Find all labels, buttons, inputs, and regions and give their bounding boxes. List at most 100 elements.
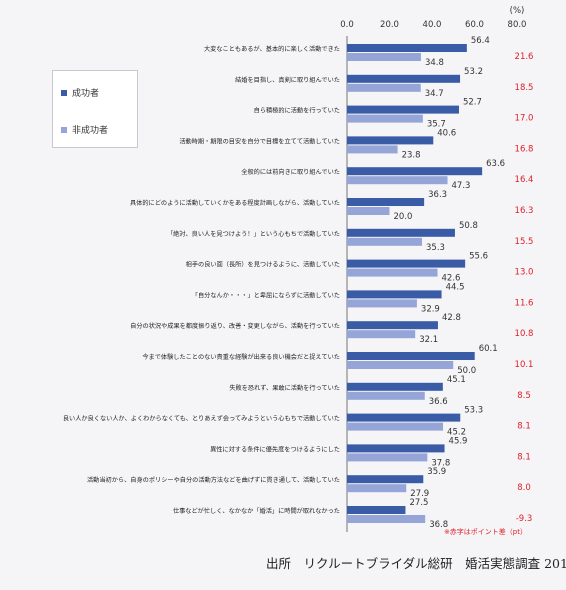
data-label-success: 35.9 <box>427 467 446 477</box>
data-label-success: 60.1 <box>479 344 498 354</box>
data-label-success: 53.3 <box>464 406 483 416</box>
point-diff-label: 8.1 <box>517 452 531 462</box>
data-label-nonsuccess: 42.6 <box>442 274 461 284</box>
bar-success <box>347 321 438 330</box>
bar-success <box>347 74 461 83</box>
bar-success <box>347 290 442 299</box>
bar-success <box>347 444 445 453</box>
category-label: 活動当初から、自身のポリシーや自分の活動方法などを曲げずに貫き通して、活動してい… <box>87 476 340 484</box>
legend-label-success: 成功者 <box>72 89 100 99</box>
bar-nonsuccess <box>347 83 421 92</box>
data-label-success: 45.9 <box>449 436 468 446</box>
bar-success <box>347 44 467 52</box>
bar-nonsuccess <box>347 268 438 277</box>
point-diff-label: 10.8 <box>515 329 534 339</box>
category-label: 失敗を恐れず、果敢に活動を行っていた <box>229 384 340 392</box>
point-diff-label: 18.5 <box>515 83 534 93</box>
data-label-nonsuccess: 50.0 <box>457 366 476 376</box>
point-diff-label: 16.8 <box>515 144 534 154</box>
category-label: 今まで体験したことのない貴重な経験が出来る良い機会だと捉えていた <box>142 353 340 361</box>
data-label-nonsuccess: 27.9 <box>410 489 429 499</box>
data-label-success: 63.6 <box>486 159 505 169</box>
bar-nonsuccess <box>347 453 428 462</box>
bar-success <box>347 228 455 237</box>
bar-nonsuccess <box>347 391 425 400</box>
category-label: 良い人か良くない人か、よくわからなくても、とりあえず会ってみようという心もちで活… <box>63 415 340 423</box>
legend-swatch-nonsuccess <box>61 126 67 133</box>
data-label-success: 27.5 <box>409 498 428 508</box>
data-label-nonsuccess: 47.3 <box>452 181 471 191</box>
axis-unit-label: (%) <box>510 6 525 16</box>
category-label: 自ら積極的に活動を行っていた <box>254 107 340 115</box>
bar-nonsuccess <box>347 53 421 61</box>
bar-success <box>347 105 459 114</box>
category-label: 異性に対する条件に優先度をつけるようにした <box>210 445 340 453</box>
data-label-nonsuccess: 37.8 <box>431 458 450 468</box>
data-label-nonsuccess: 32.9 <box>421 304 440 314</box>
x-tick-label: 20.0 <box>380 20 399 30</box>
data-label-nonsuccess: 45.2 <box>447 428 466 438</box>
bar-success <box>347 259 466 268</box>
bar-nonsuccess <box>347 515 426 523</box>
bar-nonsuccess <box>347 237 423 246</box>
bar-nonsuccess <box>347 176 448 185</box>
legend-label-nonsuccess: 非成功者 <box>72 126 109 136</box>
category-label: 「絶対、良い人を見つけよう！」という心もちで活動していた <box>167 230 340 238</box>
bar-chart-svg: 0.0 20.0 40.0 60.0 80.0 (%) 56.4 34.8 大変なこともあるが、… <box>63 6 534 536</box>
data-label-success: 53.2 <box>464 67 483 77</box>
legend: 成功者 非成功者 <box>52 70 138 148</box>
category-label: 自分の状況や成果を都度振り返り、改善・変更しながら、活動を行っていた <box>130 322 340 330</box>
note-label: ※赤字はポイント差（pt） <box>444 527 527 536</box>
bar-nonsuccess <box>347 361 454 369</box>
data-label-nonsuccess: 32.1 <box>419 335 438 345</box>
data-label-nonsuccess: 23.8 <box>402 150 421 160</box>
x-tick-label: 60.0 <box>465 20 484 30</box>
point-diff-label: 8.0 <box>517 483 531 493</box>
bar-success <box>347 506 406 514</box>
data-label-nonsuccess: 34.8 <box>425 58 444 68</box>
bar-nonsuccess <box>347 207 390 215</box>
data-label-success: 52.7 <box>463 98 482 108</box>
point-diff-label: 17.0 <box>515 114 534 124</box>
point-diff-label: 8.5 <box>517 391 531 401</box>
bar-success <box>347 352 475 360</box>
point-diff-label: 21.6 <box>515 52 534 62</box>
bar-success <box>347 382 443 391</box>
category-label: 全般的には前向きに取り組んでいた <box>241 168 340 176</box>
source-caption: 出所 リクルートブライダル総研 婚活実態調査 2018 <box>266 556 566 571</box>
bar-success <box>347 167 483 176</box>
point-diff-label: 11.6 <box>515 298 534 308</box>
point-diff-label: 13.0 <box>515 268 534 278</box>
point-diff-label: 10.1 <box>515 360 534 370</box>
bar-nonsuccess <box>347 422 444 431</box>
data-label-nonsuccess: 35.3 <box>426 243 445 253</box>
data-label-success: 55.6 <box>469 252 488 262</box>
category-label: 大変なこともあるが、基本的に楽しく活動できた <box>204 45 340 53</box>
category-label: 活動時期・期限の目安を自分で目標を立てて活動していた <box>179 137 340 145</box>
legend-item-success: 成功者 <box>61 86 99 99</box>
point-diff-label: -9.3 <box>516 514 533 524</box>
data-label-nonsuccess: 36.8 <box>429 520 448 530</box>
bar-nonsuccess <box>347 330 416 339</box>
data-label-nonsuccess: 20.0 <box>394 212 413 222</box>
legend-swatch-success <box>61 89 67 96</box>
x-tick-label: 40.0 <box>423 20 442 30</box>
bar-success <box>347 136 434 145</box>
category-label: 結婚を目指し、真剣に取り組んでいた <box>235 76 340 84</box>
data-label-success: 40.6 <box>437 128 456 138</box>
x-tick-label: 0.0 <box>340 20 354 30</box>
bar-nonsuccess <box>347 114 423 123</box>
point-diff-label: 15.5 <box>515 237 534 247</box>
bar-nonsuccess <box>347 484 407 493</box>
data-label-success: 56.4 <box>471 36 490 46</box>
point-diff-label: 8.1 <box>517 422 531 432</box>
bar-nonsuccess <box>347 145 398 154</box>
bar-nonsuccess <box>347 299 417 308</box>
category-label: 相手の良い面（長所）を見つけるように、活動していた <box>186 261 340 269</box>
data-label-nonsuccess: 35.7 <box>427 120 446 130</box>
data-label-success: 42.8 <box>442 313 461 323</box>
point-diff-label: 16.4 <box>515 175 534 185</box>
category-label: 仕事などが忙しく、なかなか「婚活」に時間が取れなかった <box>173 507 340 515</box>
bar-success <box>347 413 461 422</box>
